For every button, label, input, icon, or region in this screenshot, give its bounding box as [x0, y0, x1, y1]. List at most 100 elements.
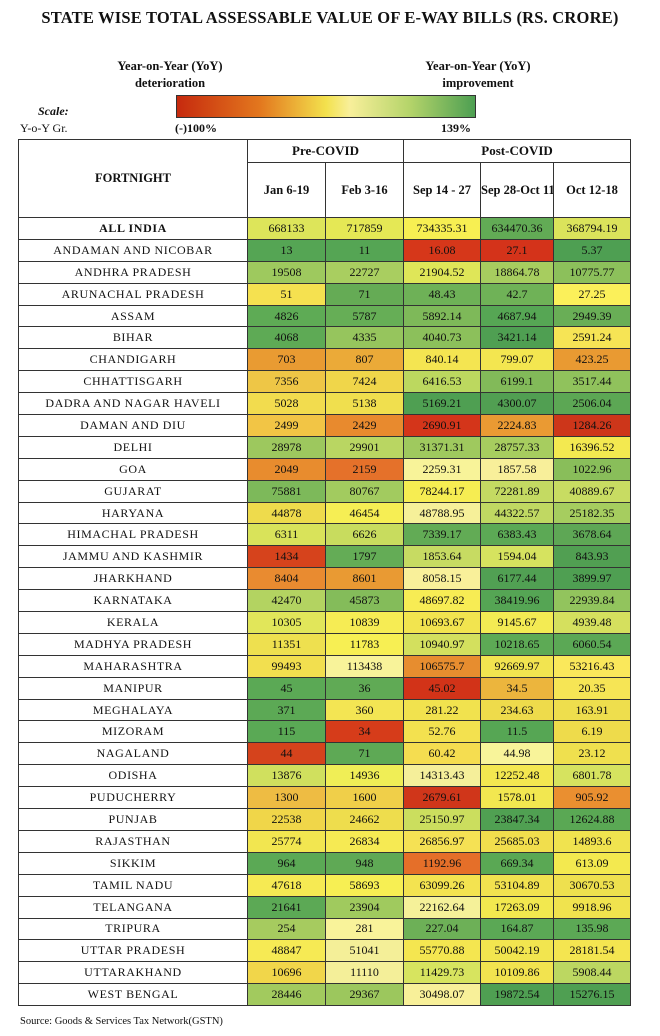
- value-cell: 948: [324, 851, 405, 875]
- table-row: ARUNACHAL PRADESH 51 71 48.43 42.7 27.25: [18, 282, 632, 306]
- value-cell: 1192.96: [403, 851, 482, 875]
- table-row: ODISHA 13876 14936 14313.43 12252.48 6801.78: [18, 764, 632, 788]
- value-cell: 11: [324, 238, 405, 262]
- table-row: ANDAMAN AND NICOBAR 13 11 16.08 27.1 5.37: [18, 238, 632, 262]
- scale-label: Scale:: [38, 104, 69, 118]
- value-cell: 807: [324, 348, 405, 372]
- value-cell: 2949.39: [553, 304, 632, 328]
- value-cell: 46454: [324, 501, 405, 525]
- pre-covid-header: Pre-COVID: [246, 139, 405, 163]
- state-name-cell: GOA: [18, 457, 248, 481]
- value-cell: 2224.83: [480, 414, 555, 437]
- state-name-cell: MIZORAM: [18, 720, 248, 744]
- value-cell: 75881: [247, 479, 326, 503]
- value-cell: 26856.97: [403, 829, 482, 853]
- table-row: MEGHALAYA 371 360 281.22 234.63 163.91: [18, 698, 632, 722]
- value-cell: 44878: [247, 501, 326, 525]
- value-cell: 6801.78: [553, 764, 632, 788]
- value-cell: 2049: [247, 457, 326, 481]
- state-name-cell: PUNJAB: [18, 808, 248, 831]
- value-cell: 6177.44: [480, 567, 555, 591]
- value-cell: 17263.09: [480, 895, 555, 919]
- value-cell: 1594.04: [480, 545, 555, 569]
- group-header-row: FORTNIGHT Pre-COVID Post-COVID: [18, 139, 632, 218]
- value-cell: 25774: [247, 829, 326, 853]
- value-cell: 25685.03: [480, 829, 555, 853]
- value-cell: 10775.77: [553, 260, 632, 284]
- value-cell: 281.22: [403, 698, 482, 722]
- value-cell: 8058.15: [403, 567, 482, 591]
- table-row: MIZORAM 115 34 52.76 11.5 6.19: [18, 720, 632, 744]
- state-name-cell: MANIPUR: [18, 676, 248, 700]
- value-cell: 31371.31: [403, 435, 482, 459]
- table-row: CHHATTISGARH 7356 7424 6416.53 6199.1 3517.44: [18, 370, 632, 394]
- value-cell: 1853.64: [403, 545, 482, 569]
- value-cell: 29367: [324, 983, 405, 1007]
- value-cell: 72281.89: [480, 479, 555, 503]
- value-cell: 27.1: [480, 238, 555, 262]
- value-cell: 44: [247, 742, 326, 766]
- legend-deterioration: Year-on-Year (YoY) deterioration: [100, 58, 240, 92]
- value-cell: 6.19: [553, 720, 632, 744]
- table-row: DADRA AND NAGAR HAVELI 5028 5138 5169.21 430…: [18, 392, 632, 416]
- table-row: MAHARASHTRA 99493 113438 106575.7 92669.97 53…: [18, 654, 632, 678]
- state-name-cell: MAHARASHTRA: [18, 654, 248, 678]
- state-name-cell: DADRA AND NAGAR HAVELI: [18, 392, 248, 416]
- value-cell: 22939.84: [553, 589, 632, 613]
- value-cell: 13: [247, 238, 326, 262]
- value-cell: 3517.44: [553, 370, 632, 394]
- value-cell: 58693: [324, 873, 405, 897]
- legend-right-line2: improvement: [442, 76, 514, 90]
- value-cell: 4068: [247, 326, 326, 350]
- value-cell: 71: [324, 742, 405, 766]
- table-row: TELANGANA 21641 23904 22162.64 17263.09 9918.…: [18, 895, 632, 919]
- value-cell: 53104.89: [480, 873, 555, 897]
- state-name-cell: ANDAMAN AND NICOBAR: [18, 238, 248, 262]
- value-cell: 26834: [324, 829, 405, 853]
- state-name-cell: MEGHALAYA: [18, 698, 248, 722]
- state-name-cell: CHANDIGARH: [18, 348, 248, 372]
- value-cell: 78244.17: [403, 479, 482, 503]
- value-cell: 10218.65: [480, 632, 555, 656]
- value-cell: 964: [247, 851, 326, 875]
- column-header: Sep 14 - 27: [403, 162, 482, 218]
- value-cell: 10693.67: [403, 611, 482, 634]
- value-cell: 48697.82: [403, 589, 482, 613]
- state-name-cell: BIHAR: [18, 326, 248, 350]
- value-cell: 48788.95: [403, 501, 482, 525]
- value-cell: 2159: [324, 457, 405, 481]
- value-cell: 8601: [324, 567, 405, 591]
- value-cell: 9145.67: [480, 611, 555, 634]
- value-cell: 227.04: [403, 917, 482, 941]
- value-cell: 11429.73: [403, 961, 482, 985]
- value-cell: 5028: [247, 392, 326, 416]
- value-cell: 905.92: [553, 786, 632, 810]
- value-cell: 16396.52: [553, 435, 632, 459]
- value-cell: 21904.52: [403, 260, 482, 284]
- table-row: UTTARAKHAND 10696 11110 11429.73 10109.86 590…: [18, 961, 632, 985]
- state-name-cell: RAJASTHAN: [18, 829, 248, 853]
- value-cell: 6383.43: [480, 523, 555, 547]
- value-cell: 51: [247, 282, 326, 306]
- value-cell: 5.37: [553, 238, 632, 262]
- value-cell: 6311: [247, 523, 326, 547]
- value-cell: 1434: [247, 545, 326, 569]
- value-cell: 3899.97: [553, 567, 632, 591]
- table-row: SIKKIM 964 948 1192.96 669.34 613.09: [18, 851, 632, 875]
- table-row: KERALA 10305 10839 10693.67 9145.67 4939.48: [18, 611, 632, 634]
- value-cell: 234.63: [480, 698, 555, 722]
- value-cell: 28757.33: [480, 435, 555, 459]
- table-row: HIMACHAL PRADESH 6311 6626 7339.17 6383.43 36…: [18, 523, 632, 547]
- state-name-cell: MADHYA PRADESH: [18, 632, 248, 656]
- value-cell: 15276.15: [553, 983, 632, 1007]
- state-name-cell: ODISHA: [18, 764, 248, 788]
- state-name-cell: GUJARAT: [18, 479, 248, 503]
- state-name-cell: ANDHRA PRADESH: [18, 260, 248, 284]
- value-cell: 51041: [324, 939, 405, 963]
- table-row: RAJASTHAN 25774 26834 26856.97 25685.03 14893…: [18, 829, 632, 853]
- column-header: Jan 6-19: [247, 162, 326, 218]
- value-cell: 23847.34: [480, 808, 555, 831]
- state-name-cell: DELHI: [18, 435, 248, 459]
- value-cell: 21641: [247, 895, 326, 919]
- value-cell: 13876: [247, 764, 326, 788]
